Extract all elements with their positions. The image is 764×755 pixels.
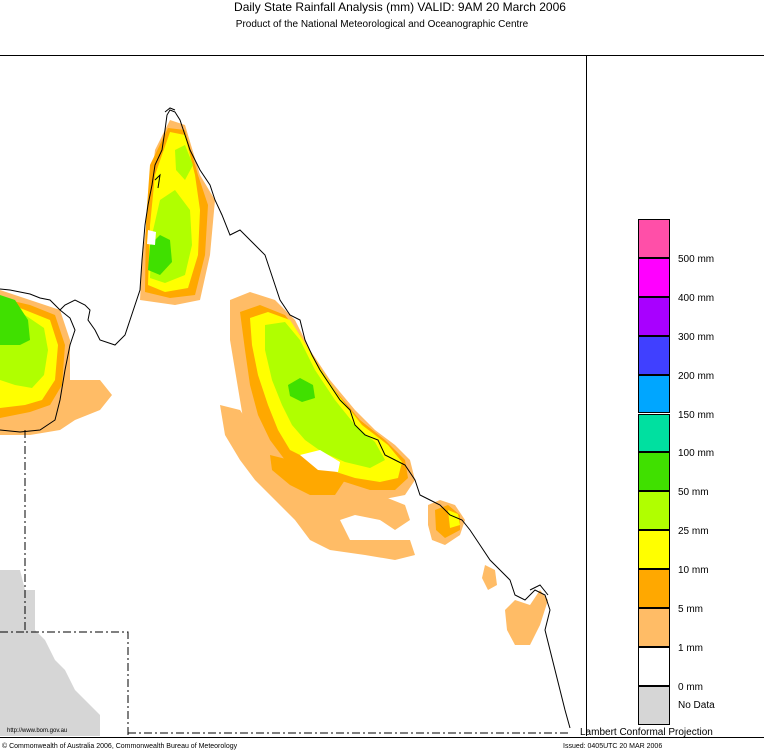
legend-swatch — [638, 219, 670, 258]
dry-regions — [147, 230, 340, 472]
legend-swatch — [638, 374, 670, 414]
frame-divider — [586, 56, 587, 736]
map-frame — [0, 55, 764, 738]
legend-label: 400 mm — [678, 292, 715, 304]
legend-label: 150 mm — [678, 409, 715, 421]
no-data-region — [0, 570, 100, 736]
rainfall-map — [0, 107, 571, 736]
legend-swatch — [638, 685, 670, 725]
legend-swatch — [638, 413, 670, 453]
legend-swatch — [638, 335, 670, 375]
rainfall-50mm — [0, 235, 315, 402]
projection-label: Lambert Conformal Projection — [580, 727, 713, 738]
legend-label: 500 mm — [678, 253, 715, 265]
legend-swatch — [638, 491, 670, 531]
legend-swatch — [638, 569, 670, 608]
legend-swatch — [638, 646, 670, 686]
legend-label: 50 mm — [678, 487, 709, 499]
rainfall-legend: 500 mm 400 mm 300 mm 200 mm 150 mm 100 mm 50 m… — [638, 219, 715, 725]
legend-label: 300 mm — [678, 331, 715, 343]
legend-label: 25 mm — [678, 526, 709, 538]
legend-swatch — [638, 530, 670, 570]
legend-label: 1 mm — [678, 642, 703, 654]
islands — [154, 107, 176, 189]
legend-label: 5 mm — [678, 604, 703, 615]
legend-label: 100 mm — [678, 448, 715, 460]
legend-swatch — [638, 452, 670, 492]
source-url: http://www.bom.gov.au — [7, 728, 68, 734]
legend-swatch — [638, 296, 670, 336]
legend-label: 0 mm — [678, 681, 703, 693]
map-title: Daily State Rainfall Analysis (mm) VALID… — [234, 0, 566, 14]
issued-time: Issued: 0405UTC 20 MAR 2006 — [563, 743, 663, 750]
coastline — [0, 109, 571, 729]
legend-label: No Data — [678, 699, 715, 711]
legend-label: 200 mm — [678, 370, 715, 382]
legend-swatch — [638, 608, 670, 647]
legend-label: 10 mm — [678, 565, 709, 577]
copyright-notice: © Commonwealth of Australia 2006, Common… — [2, 743, 238, 750]
legend-swatch — [638, 257, 670, 297]
state-borders — [0, 430, 570, 736]
map-subtitle: Product of the National Meteorological a… — [235, 19, 529, 30]
